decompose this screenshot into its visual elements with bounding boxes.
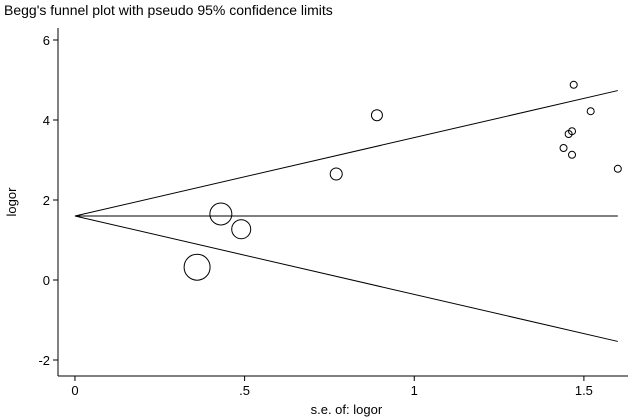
- x-tick-label: 1: [411, 383, 418, 398]
- study-point: [209, 202, 233, 226]
- y-tick-label: -2: [38, 353, 50, 368]
- x-tick-label: 1.5: [575, 383, 593, 398]
- study-point: [559, 144, 568, 152]
- lower-confidence-limit: [74, 215, 618, 342]
- study-point: [370, 109, 383, 122]
- y-tick-label: 6: [43, 33, 50, 48]
- study-point: [231, 219, 252, 240]
- confidence-lines: [74, 90, 618, 342]
- study-points: [183, 80, 622, 281]
- study-point: [586, 107, 595, 116]
- study-point: [568, 150, 577, 159]
- chart-title: Begg's funnel plot with pseudo 95% confi…: [4, 2, 333, 18]
- x-tick-label: .5: [239, 383, 250, 398]
- x-axis-label: s.e. of: logor: [311, 402, 383, 417]
- study-point: [569, 80, 578, 89]
- axes: -2 0 2 4 6 0 .5 1 1.5: [38, 28, 628, 398]
- y-tick-label: 2: [43, 193, 50, 208]
- study-point: [183, 253, 211, 281]
- upper-confidence-limit: [74, 90, 618, 217]
- study-point: [568, 127, 577, 136]
- y-axis-label: logor: [4, 187, 19, 217]
- study-point: [329, 167, 343, 181]
- study-point: [613, 164, 622, 173]
- y-tick-label: 0: [43, 273, 50, 288]
- x-tick-label: 0: [71, 383, 78, 398]
- y-tick-label: 4: [43, 113, 50, 128]
